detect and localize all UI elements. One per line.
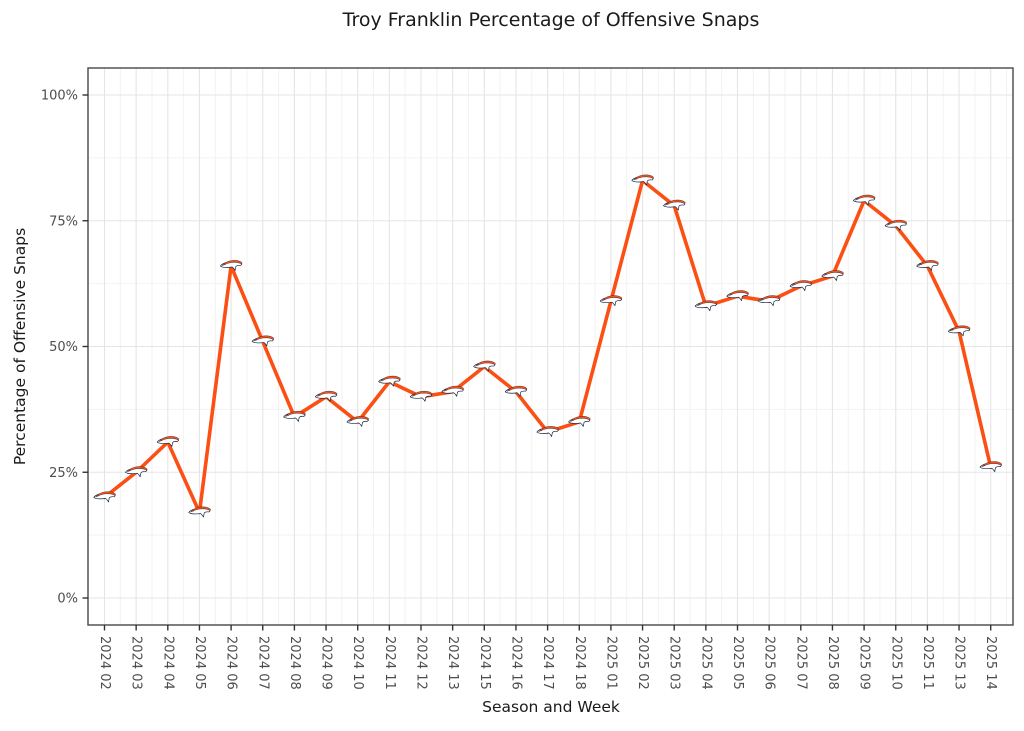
x-tick-label: 2024 02 [97, 636, 112, 690]
x-tick-label: 2024 09 [319, 636, 334, 690]
x-tick-label: 2025 14 [983, 636, 998, 690]
plot-area: 0% 25% 50% 75% 100% 2024 02 2024 03 2024 04 2024… [41, 67, 1014, 690]
x-tick-label: 2025 06 [762, 636, 777, 690]
x-tick-label: 2025 10 [888, 636, 903, 690]
x-tick-label: 2025 01 [603, 636, 618, 690]
x-tick-label: 2024 13 [445, 636, 460, 690]
x-tick-label: 2024 16 [508, 636, 523, 690]
x-tick-label: 2025 09 [857, 636, 872, 690]
x-tick-label: 2024 04 [160, 636, 175, 690]
x-tick-label: 2024 12 [414, 636, 429, 690]
x-tick-label: 2025 03 [667, 636, 682, 690]
x-tick-label: 2024 15 [477, 636, 492, 690]
y-axis-title: Percentage of Offensive Snaps [11, 228, 29, 465]
x-tick-label: 2025 04 [698, 636, 713, 690]
x-tick-label: 2024 06 [224, 636, 239, 690]
y-tick-label: 25% [49, 466, 78, 481]
x-tick-label: 2024 03 [129, 636, 144, 690]
x-tick-label: 2024 18 [572, 636, 587, 690]
y-tick-label: 50% [49, 340, 78, 355]
x-tick-label: 2025 11 [920, 636, 935, 690]
x-tick-label: 2025 07 [793, 636, 808, 690]
x-tick-label: 2025 05 [730, 636, 745, 690]
x-tick-label: 2025 02 [635, 636, 650, 690]
chart-title: Troy Franklin Percentage of Offensive Sn… [342, 9, 760, 31]
x-tick-label: 2024 11 [382, 636, 397, 690]
y-tick-label: 0% [57, 592, 78, 607]
x-tick-label: 2024 07 [255, 636, 270, 690]
x-axis-title: Season and Week [482, 698, 620, 716]
y-tick-label: 100% [41, 89, 78, 104]
x-tick-label: 2024 08 [287, 636, 302, 690]
x-tick-label: 2024 17 [540, 636, 555, 690]
x-tick-label: 2024 05 [192, 636, 207, 690]
x-tick-label: 2025 08 [825, 636, 840, 690]
x-tick-label: 2024 10 [350, 636, 365, 690]
y-tick-label: 75% [49, 214, 78, 229]
x-tick-label: 2025 13 [952, 636, 967, 690]
